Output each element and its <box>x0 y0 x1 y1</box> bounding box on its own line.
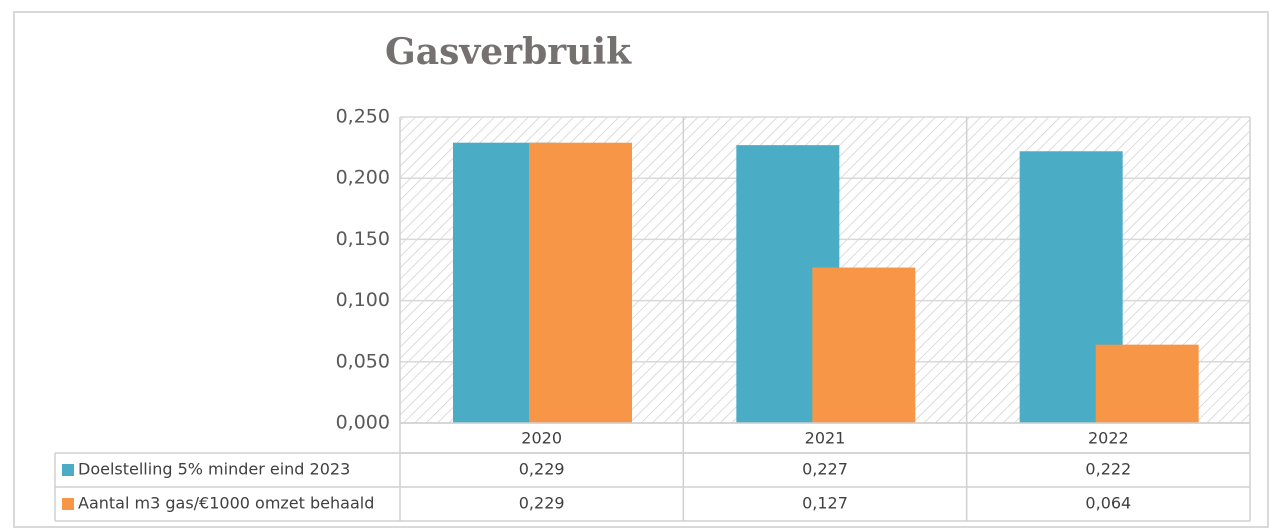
table-value: 0,064 <box>1085 494 1131 513</box>
y-tick-label: 0,000 <box>336 412 390 434</box>
table-value: 0,229 <box>519 494 565 513</box>
x-tick-label: 2020 <box>521 429 562 448</box>
y-tick-label: 0,150 <box>336 228 390 250</box>
y-tick-label: 0,100 <box>336 289 390 311</box>
legend-key <box>62 464 74 476</box>
y-tick-label: 0,200 <box>336 167 390 189</box>
legend-key <box>62 498 74 510</box>
table-value: 0,229 <box>519 460 565 479</box>
table-value: 0,127 <box>802 494 848 513</box>
bar <box>1095 344 1199 423</box>
legend-label: Aantal m3 gas/€1000 omzet behaald <box>78 494 374 513</box>
y-tick-label: 0,250 <box>336 106 390 128</box>
table-value: 0,227 <box>802 460 848 479</box>
table-value: 0,222 <box>1085 460 1131 479</box>
x-tick-label: 2021 <box>805 429 846 448</box>
bar <box>812 267 916 423</box>
bar <box>529 142 632 424</box>
y-tick-label: 0,050 <box>336 350 390 372</box>
x-tick-label: 2022 <box>1088 429 1129 448</box>
legend-label: Doelstelling 5% minder eind 2023 <box>78 460 350 479</box>
chart-title: Gasverbruik <box>385 31 632 73</box>
